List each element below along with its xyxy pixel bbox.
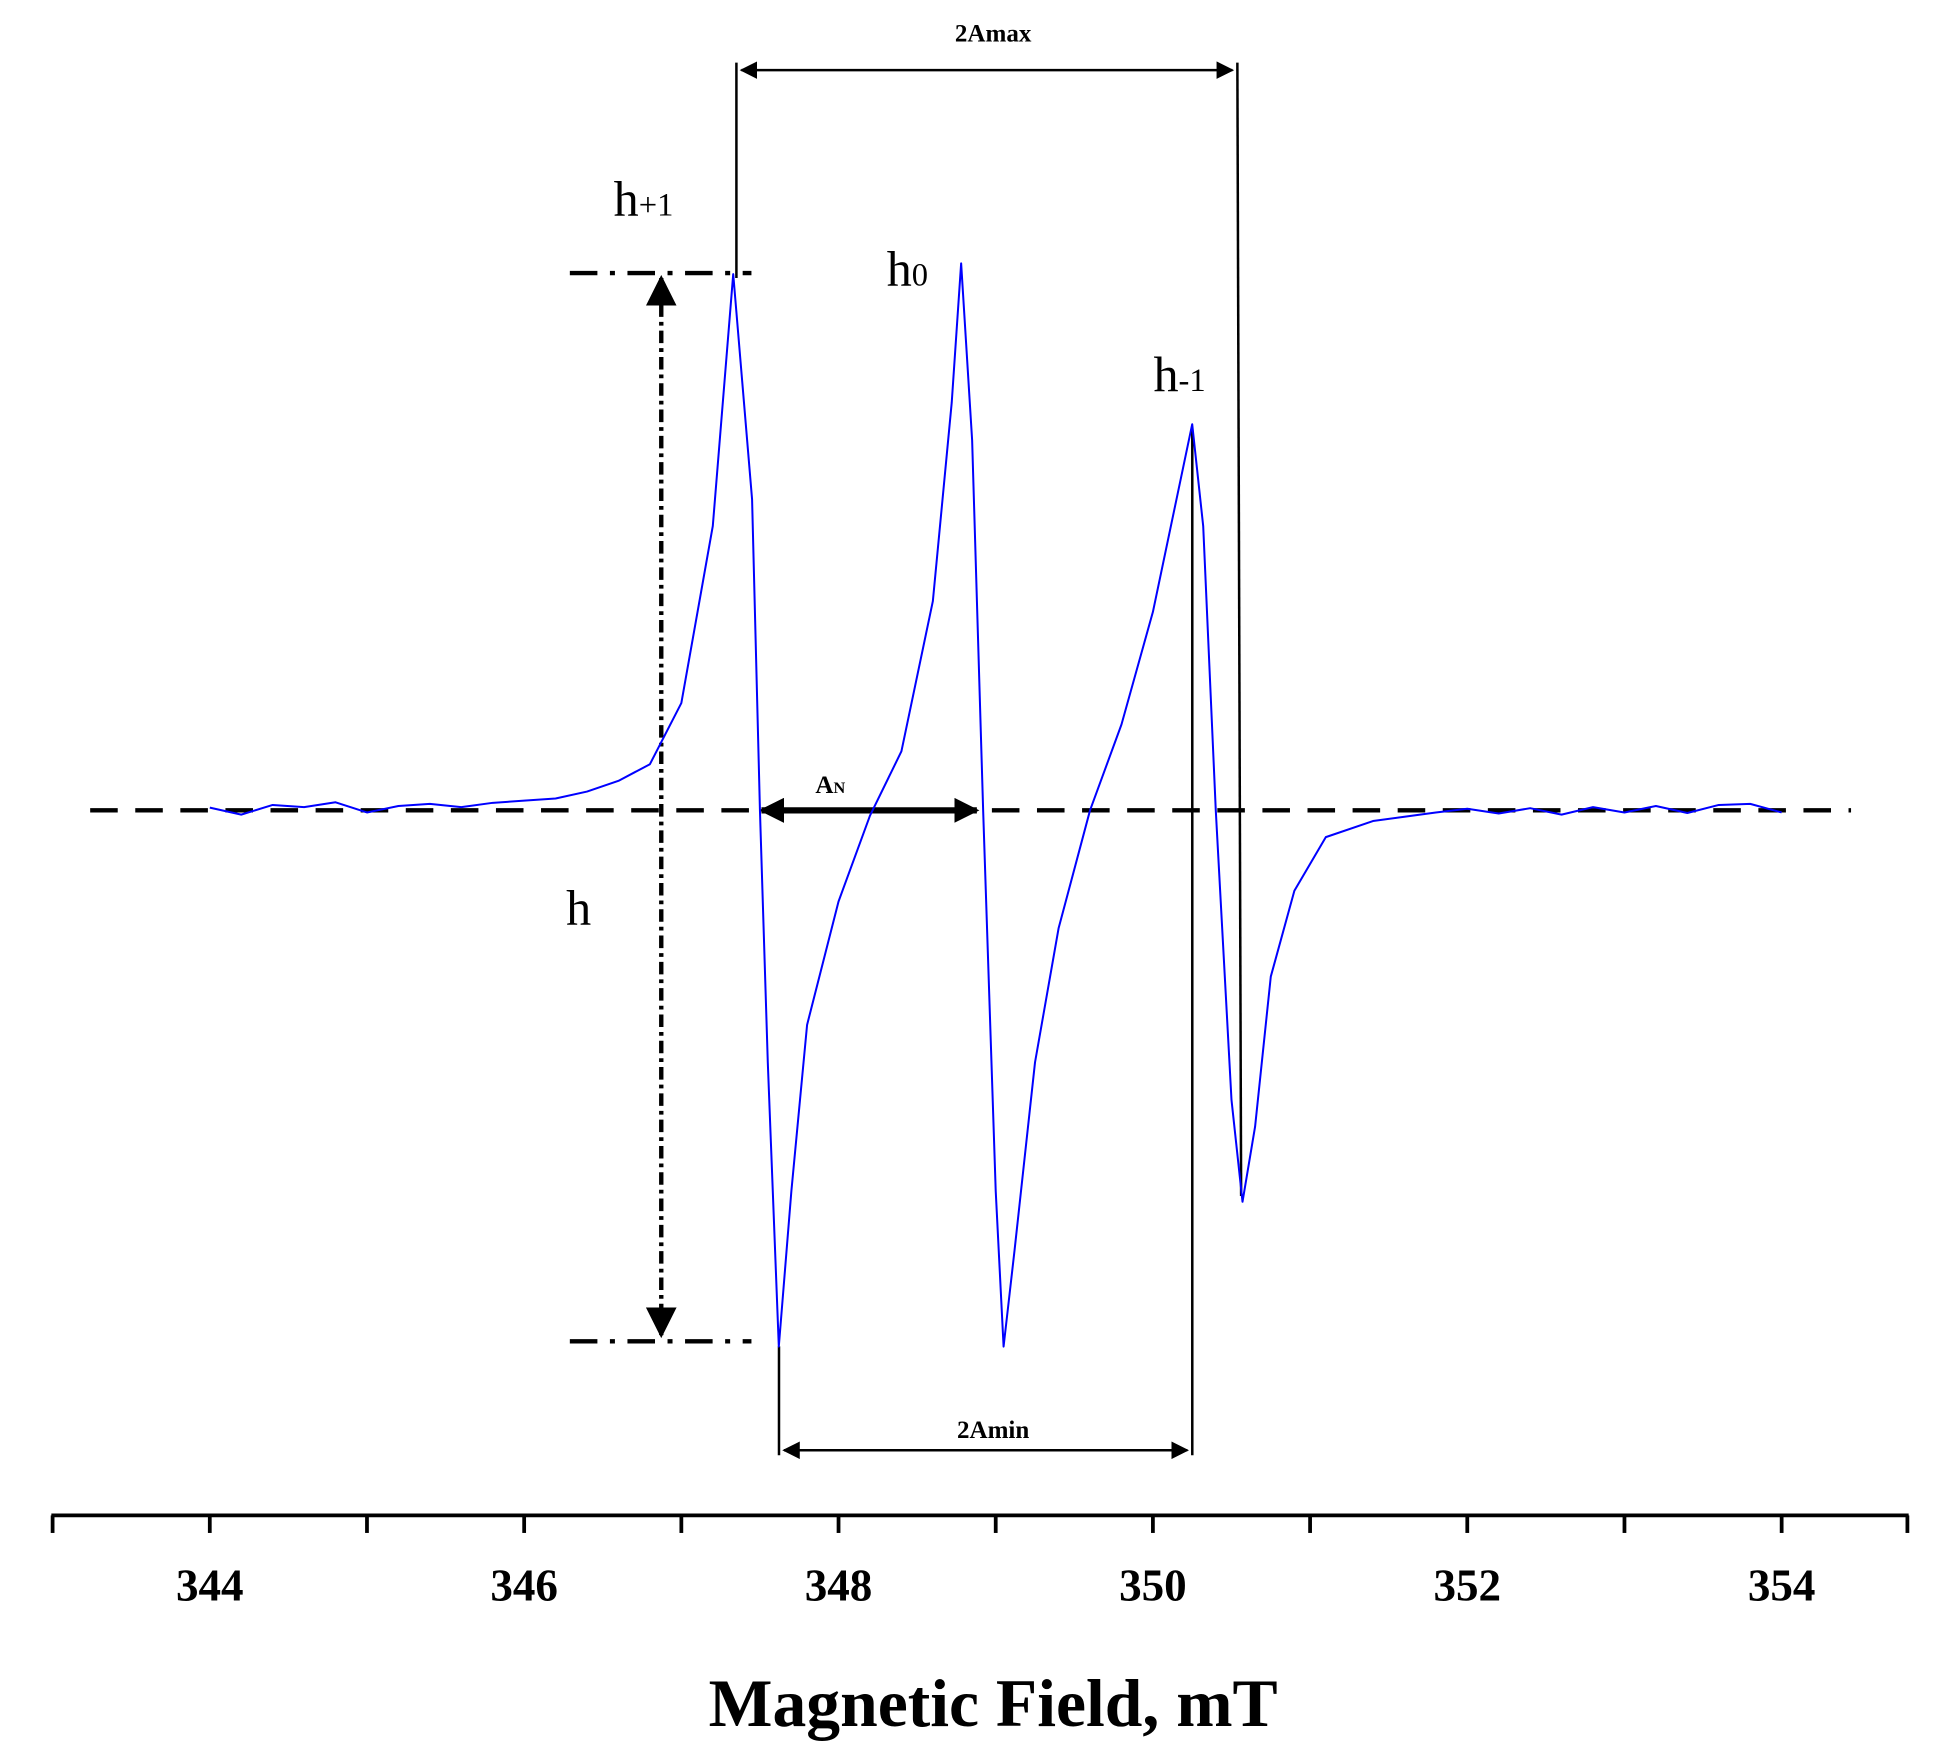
x-tick-label: 344: [176, 1561, 244, 1611]
x-tick-label: 350: [1119, 1561, 1187, 1611]
annotation: h+1: [614, 170, 674, 226]
annotation: AN: [815, 772, 845, 799]
amax-right: [1236, 62, 1243, 1197]
annotation: 2Amin: [957, 1417, 1029, 1444]
annotation: h-1: [1153, 346, 1205, 402]
annotation-text: h: [1153, 346, 1178, 402]
annotation-sub: N: [834, 778, 846, 797]
annotation: h: [566, 879, 591, 935]
x-tick-label: 352: [1433, 1561, 1501, 1611]
annotation-sub: 0: [912, 258, 928, 294]
spectrum-line: [209, 262, 1782, 1348]
annotation-text: h: [614, 170, 639, 226]
annotation-sub: -1: [1179, 363, 1206, 399]
annotation-text: h: [887, 241, 912, 297]
annotation: h0: [887, 241, 928, 297]
x-tick-label: 354: [1748, 1561, 1816, 1611]
x-tick-label: 346: [490, 1561, 558, 1611]
annotation-lines: [90, 61, 1852, 1460]
annotation-sub: +1: [639, 187, 674, 223]
x-tick-label: 348: [805, 1561, 873, 1611]
x-axis-title: Magnetic Field, mT: [709, 1666, 1278, 1741]
annotation-text: A: [815, 772, 833, 799]
annotation: 2Amax: [955, 20, 1032, 47]
